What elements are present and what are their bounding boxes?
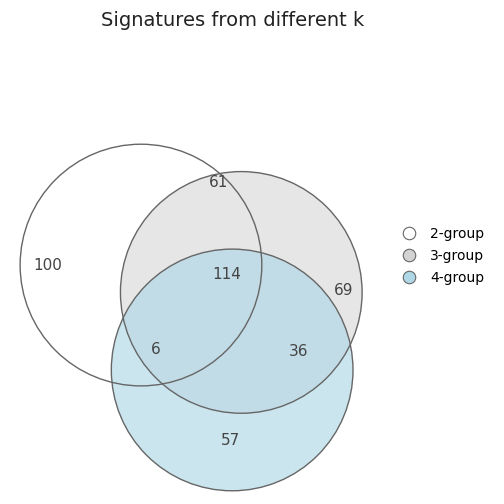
Circle shape (111, 249, 353, 491)
Text: 61: 61 (209, 175, 228, 191)
Text: 69: 69 (334, 283, 354, 298)
Text: 6: 6 (151, 342, 161, 357)
Legend: 2-group, 3-group, 4-group: 2-group, 3-group, 4-group (390, 221, 489, 291)
Text: 36: 36 (288, 344, 308, 359)
Circle shape (120, 171, 362, 413)
Text: 57: 57 (221, 433, 240, 448)
Title: Signatures from different k: Signatures from different k (100, 11, 364, 30)
Text: 114: 114 (212, 267, 241, 282)
Text: 100: 100 (33, 258, 62, 273)
